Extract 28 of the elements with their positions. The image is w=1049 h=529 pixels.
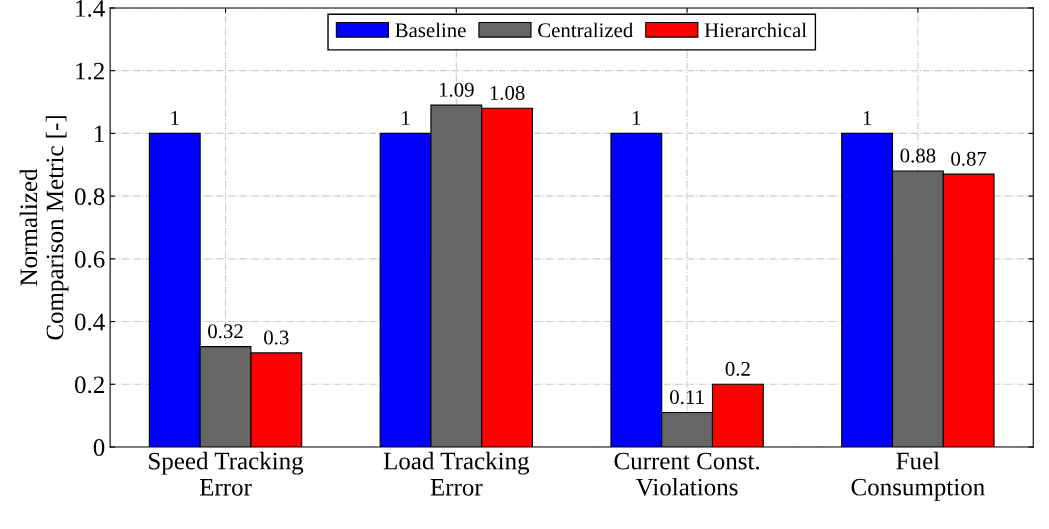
y-tick-label: 1: [94, 125, 104, 143]
data-label: 0.87: [951, 151, 987, 166]
x-tick-label: Fuel Consumption: [851, 451, 985, 501]
legend-label: Baseline: [395, 22, 466, 38]
data-label: 1: [863, 111, 872, 125]
y-tick-label: 0.6: [74, 250, 105, 268]
y-axis-title: Normalized Comparison Metric [-]: [19, 116, 69, 340]
y-tick-label: 0.8: [74, 188, 105, 206]
data-label: 1.08: [490, 85, 525, 100]
data-label: 1.09: [439, 82, 474, 97]
data-label: 1: [632, 111, 641, 125]
legend-label: Hierarchical: [704, 22, 807, 38]
y-tick-label: 0: [93, 439, 105, 456]
y-tick-label: 1.4: [76, 0, 105, 17]
data-label: 0.11: [670, 390, 704, 405]
x-tick-label: Current Const. Violations: [614, 452, 760, 496]
data-label: 0.3: [264, 330, 289, 345]
data-label: 1: [171, 111, 179, 125]
data-label: 0.32: [208, 324, 243, 339]
y-tick-label: 0.4: [74, 313, 105, 331]
x-tick-label: Load Tracking Error: [383, 451, 530, 496]
y-tick-label: 0.2: [74, 376, 104, 394]
y-tick-label: 1.2: [76, 62, 104, 80]
data-label: 0.2: [725, 361, 750, 376]
x-tick-label: Speed Tracking Error: [149, 451, 304, 496]
data-label: 1: [402, 111, 410, 125]
data-label: 0.88: [900, 148, 936, 163]
legend-label: Centralized: [538, 22, 634, 38]
